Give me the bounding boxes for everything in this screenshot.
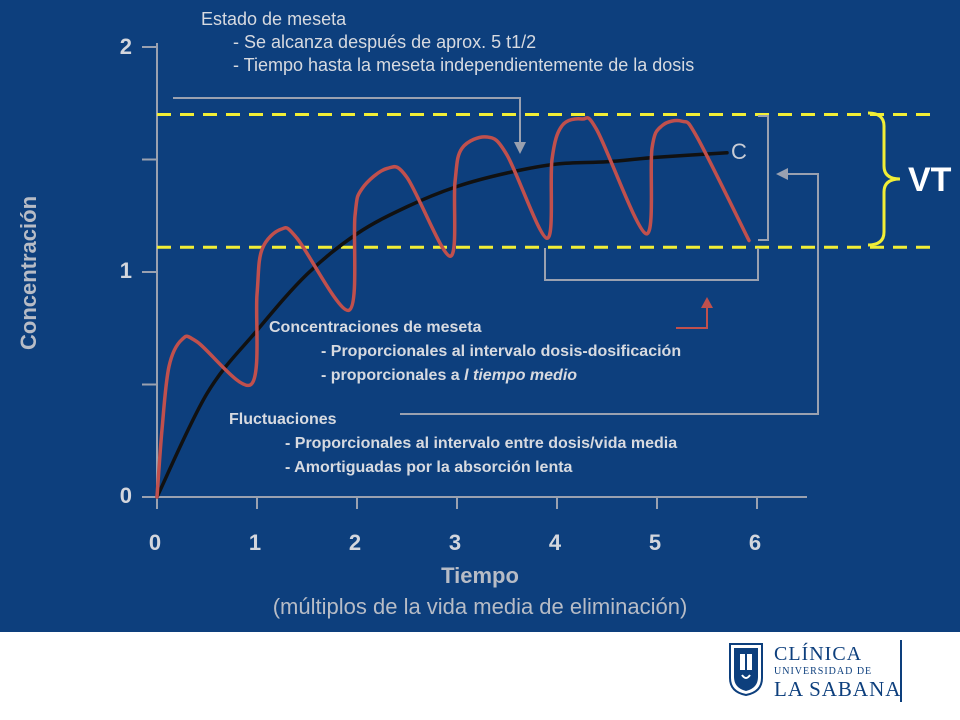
annotation-brackets (173, 97, 901, 415)
annotation-concentraciones-line: - Proporcionales al intervalo dosis-dosi… (321, 343, 682, 360)
estado-arrow-line (173, 97, 521, 145)
annotation-concentraciones: Concentraciones de meseta - Proporcional… (269, 316, 681, 388)
x-tick-label: 0 (148, 530, 162, 555)
concentraciones-arrow-line (676, 306, 708, 329)
annotation-estado-title: Estado de meseta (201, 9, 347, 29)
fluctuaciones-arrow-head (776, 168, 788, 180)
x-axis-subtitle: (múltiplos de la vida media de eliminaci… (272, 594, 688, 619)
y-tick-label: 0 (119, 483, 132, 508)
logo: CLÍNICA UNIVERSIDAD DE LA SABANA (728, 642, 908, 708)
annotation-concentraciones-line-prefix: - proporcionales a (321, 367, 465, 384)
logo-text: LA SABANA (774, 677, 902, 701)
interval-bracket (544, 248, 759, 281)
estado-arrow-head (514, 142, 526, 154)
reference-lines (157, 113, 932, 249)
x-tick-label: 1 (248, 530, 262, 555)
x-tick-label: 2 (348, 530, 362, 555)
curve-label-c: C (731, 139, 747, 164)
x-tick-label: 6 (748, 530, 762, 555)
annotation-fluctuaciones-line: - Proporcionales al intervalo entre dosi… (285, 435, 678, 452)
range-label-vt: VT (908, 161, 952, 199)
fluctuaciones-arrow-line (400, 173, 819, 415)
fluctuation-range-bracket (758, 115, 769, 241)
vt-brace (867, 111, 901, 247)
shield-emblem-icon (729, 643, 763, 696)
annotation-concentraciones-line-italic: l tiempo medio (464, 367, 578, 384)
series-group (155, 115, 751, 499)
series-line-sawtooth (155, 115, 751, 499)
annotation-estado: Estado de meseta - Se alcanza después de… (201, 8, 694, 77)
logo-text: UNIVERSIDAD DE (774, 666, 873, 677)
y-axis-title: Concentración (16, 195, 41, 350)
annotation-fluctuaciones-title: Fluctuaciones (229, 411, 337, 428)
annotation-concentraciones-title: Concentraciones de meseta (269, 319, 482, 336)
axes (142, 43, 807, 509)
concentraciones-arrow-head (701, 297, 713, 308)
footer-bar (0, 632, 960, 720)
chart (142, 43, 932, 509)
y-tick-label: 1 (119, 258, 132, 283)
annotation-estado-line: - Se alcanza después de aprox. 5 t1/2 (233, 32, 537, 52)
annotation-fluctuaciones: Fluctuaciones - Proporcionales al interv… (229, 408, 677, 480)
annotation-fluctuaciones-line: - Amortiguadas por la absorción lenta (285, 459, 573, 476)
logo-separator (900, 640, 902, 702)
x-axis-title: Tiempo (441, 563, 519, 588)
x-tick-label: 4 (548, 530, 562, 555)
x-tick-label: 3 (448, 530, 462, 555)
y-tick-label: 2 (119, 34, 132, 59)
logo-text: CLÍNICA (774, 643, 863, 665)
x-tick-label: 5 (648, 530, 662, 555)
annotation-estado-line: - Tiempo hasta la meseta independienteme… (233, 55, 695, 75)
annotation-concentraciones-line: - proporcionales a l tiempo medio (269, 364, 681, 388)
